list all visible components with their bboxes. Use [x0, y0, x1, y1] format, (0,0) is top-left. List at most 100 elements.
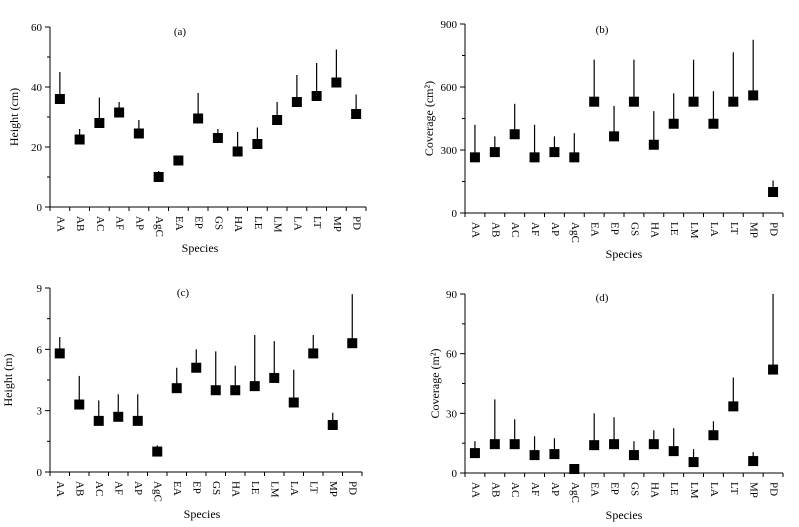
data-point [748, 456, 759, 467]
x-tick-label: LA [288, 481, 300, 496]
x-axis-title: Species [606, 508, 643, 522]
y-tick-label: 6 [37, 344, 43, 356]
data-point [153, 172, 164, 182]
data-point [308, 348, 319, 359]
x-tick-label: PD [347, 481, 359, 495]
data-point [191, 362, 202, 373]
y-tick-label: 0 [452, 208, 458, 220]
data-point [509, 129, 520, 140]
x-tick-label: EA [173, 216, 185, 231]
data-point [54, 94, 65, 104]
data-point [628, 96, 639, 107]
x-tick-label: AC [509, 482, 521, 497]
data-point [768, 187, 779, 197]
x-tick-label: GS [628, 482, 640, 496]
data-point [132, 415, 143, 426]
x-tick-label: GS [212, 216, 224, 230]
data-point [708, 118, 719, 129]
data-point [648, 139, 659, 150]
data-point [628, 450, 639, 461]
data-point [133, 128, 144, 139]
y-axis-title: Height (cm) [7, 88, 21, 146]
data-point [327, 419, 338, 430]
x-tick-label: AgC [569, 482, 581, 503]
y-tick-label: 40 [31, 82, 43, 94]
x-tick-label: LE [249, 481, 261, 495]
x-tick-label: AF [529, 482, 541, 496]
y-tick-label: 900 [441, 19, 458, 31]
data-point [708, 430, 719, 441]
x-tick-label: LT [728, 482, 740, 495]
data-point [589, 96, 600, 107]
x-tick-label: AP [549, 482, 561, 496]
data-point [549, 449, 560, 460]
x-tick-label: AP [132, 481, 144, 495]
data-point [688, 457, 699, 468]
data-point [54, 348, 65, 359]
x-tick-label: PD [768, 222, 780, 236]
y-tick-label: 20 [31, 142, 43, 154]
y-axis-title: Coverage (m²) [428, 349, 442, 419]
data-point [569, 152, 580, 163]
data-point [668, 118, 679, 129]
data-point [529, 450, 540, 461]
data-point [549, 147, 560, 158]
data-point [609, 439, 620, 450]
data-point [94, 118, 105, 128]
x-tick-label: EP [191, 481, 203, 494]
x-tick-label: AgC [153, 216, 165, 237]
x-tick-label: PD [768, 482, 780, 496]
data-point [272, 115, 283, 125]
data-point [93, 415, 104, 426]
y-tick-label: 30 [446, 408, 458, 420]
panel-label: (c) [177, 287, 190, 299]
data-point [648, 439, 659, 450]
data-point [232, 146, 243, 157]
x-tick-label: AA [469, 482, 481, 498]
x-tick-label: HA [230, 481, 242, 497]
data-point [469, 448, 480, 459]
x-tick-label: EP [609, 482, 621, 495]
x-tick-label: LM [688, 222, 700, 239]
y-tick-label: 9 [37, 283, 43, 295]
x-tick-label: EA [589, 482, 601, 497]
data-point [74, 399, 85, 410]
x-tick-label: AA [54, 481, 66, 497]
data-point [688, 96, 699, 107]
x-tick-label: AgC [569, 222, 581, 243]
x-tick-label: MP [748, 482, 760, 498]
x-tick-label: AP [549, 222, 561, 236]
data-point [269, 372, 280, 383]
x-tick-label: LT [311, 216, 323, 229]
x-tick-label: EA [589, 222, 601, 237]
x-tick-label: LA [708, 482, 720, 497]
x-tick-label: HA [232, 216, 244, 232]
x-tick-label: LA [708, 222, 720, 237]
panel-label: (d) [596, 292, 609, 304]
data-point [489, 439, 500, 450]
data-point [230, 385, 241, 396]
x-tick-label: AB [74, 216, 86, 231]
x-tick-label: LT [308, 481, 320, 494]
x-tick-label: EP [193, 216, 205, 229]
data-point [113, 411, 124, 422]
y-tick-label: 600 [441, 82, 458, 94]
y-tick-label: 0 [37, 467, 43, 479]
x-tick-label: GS [210, 481, 222, 495]
data-point [288, 397, 299, 408]
x-axis-title: Species [606, 247, 643, 261]
x-tick-label: GS [628, 222, 640, 236]
x-tick-label: MP [748, 222, 760, 238]
x-tick-label: AC [93, 481, 105, 496]
panel-label: (b) [596, 24, 609, 36]
y-tick-label: 0 [452, 468, 458, 480]
data-point [347, 338, 358, 349]
data-point [668, 446, 679, 457]
data-point [469, 152, 480, 163]
x-tick-label: MP [327, 481, 339, 497]
x-tick-label: LM [688, 482, 700, 499]
y-tick-label: 60 [446, 349, 458, 361]
x-tick-label: AP [133, 216, 145, 230]
x-tick-label: HA [648, 482, 660, 498]
data-point [489, 147, 500, 158]
